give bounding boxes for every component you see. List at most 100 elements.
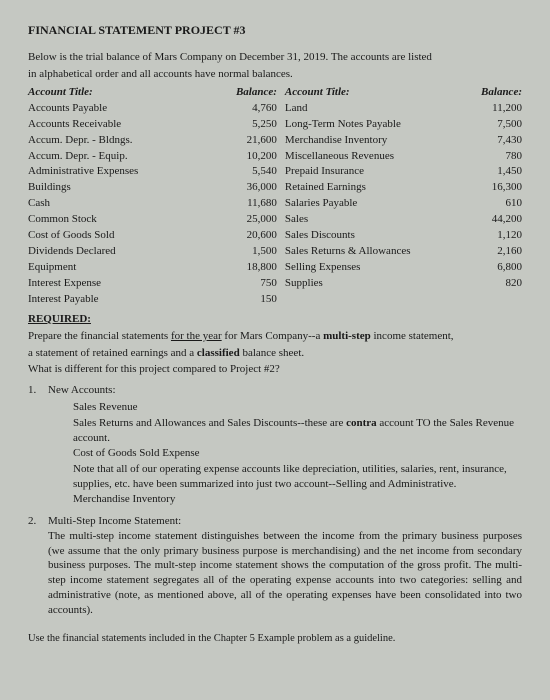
account-balance: 7,500: [472, 117, 522, 133]
table-row: Prepaid Insurance1,450: [285, 164, 522, 180]
account-name: Retained Earnings: [285, 180, 472, 196]
account-balance: 4,760: [227, 101, 277, 117]
table-row: Dividends Declared1,500: [28, 244, 277, 260]
account-balance: 1,500: [227, 244, 277, 260]
account-balance: 16,300: [472, 180, 522, 196]
account-balance: 780: [472, 149, 522, 165]
account-name: Sales Returns & Allowances: [285, 244, 472, 260]
table-row: Selling Expenses6,800: [285, 260, 522, 276]
req-text: balance sheet.: [240, 347, 304, 359]
list-item: Sales Returns and Allowances and Sales D…: [73, 416, 522, 447]
header-account-left: Account Title:: [28, 84, 227, 101]
item-2-label: Multi-Step Income Statement:: [48, 514, 522, 529]
project-title: FINANCIAL STATEMENT PROJECT #3: [28, 22, 522, 38]
account-balance: 820: [472, 276, 522, 292]
table-row: Sales Returns & Allowances2,160: [285, 244, 522, 260]
account-name: Accum. Depr. - Equip.: [28, 149, 227, 165]
table-row: Long-Term Notes Payable7,500: [285, 117, 522, 133]
item-2: 2. Multi-Step Income Statement: The mult…: [28, 514, 522, 618]
account-balance: 6,800: [472, 260, 522, 276]
table-row: Salaries Payable610: [285, 196, 522, 212]
account-name: Administrative Expenses: [28, 164, 227, 180]
account-name: Accounts Receivable: [28, 117, 227, 133]
trial-balance-table: Account Title: Balance: Accounts Payable…: [28, 84, 522, 308]
header-balance-left: Balance:: [227, 84, 277, 101]
account-balance: 5,250: [227, 117, 277, 133]
account-balance: 750: [227, 276, 277, 292]
account-name: Salaries Payable: [285, 196, 472, 212]
header-account-right: Account Title:: [285, 84, 472, 101]
table-row: Cost of Goods Sold20,600: [28, 228, 277, 244]
required-heading: REQUIRED:: [28, 312, 522, 327]
table-row: Merchandise Inventory7,430: [285, 133, 522, 149]
list-item: Merchandise Inventory: [73, 492, 522, 507]
req-text: a statement of retained earnings and a: [28, 347, 197, 359]
req-text: for Mars Company--a: [222, 330, 323, 342]
account-balance: 21,600: [227, 133, 277, 149]
account-balance: 18,800: [227, 260, 277, 276]
req-bold: multi-step: [323, 330, 371, 342]
required-para-3: What is different for this project compa…: [28, 362, 522, 377]
account-balance: 25,000: [227, 212, 277, 228]
table-row: Accum. Depr. - Equip.10,200: [28, 149, 277, 165]
account-balance: 11,200: [472, 101, 522, 117]
list-item: Note that all of our operating expense a…: [73, 462, 522, 493]
account-balance: 150: [227, 292, 277, 308]
table-row: Cash11,680: [28, 196, 277, 212]
required-para-2: a statement of retained earnings and a c…: [28, 346, 522, 361]
intro-line-2: in alphabetical order and all accounts h…: [28, 67, 522, 82]
list-item: Cost of Goods Sold Expense: [73, 446, 522, 461]
account-name: Sales Discounts: [285, 228, 472, 244]
account-name: Cash: [28, 196, 227, 212]
intro-line-1: Below is the trial balance of Mars Compa…: [28, 50, 522, 65]
table-row: Retained Earnings16,300: [285, 180, 522, 196]
account-balance: 11,680: [227, 196, 277, 212]
account-name: Land: [285, 101, 472, 117]
item-2-body: The multi-step income statement distingu…: [48, 529, 522, 618]
item-2-number: 2.: [28, 514, 48, 618]
table-row: Interest Expense750: [28, 276, 277, 292]
account-balance: 610: [472, 196, 522, 212]
required-para-1: Prepare the financial statements for the…: [28, 329, 522, 344]
account-name: Sales: [285, 212, 472, 228]
item-1-number: 1.: [28, 383, 48, 398]
account-name: Selling Expenses: [285, 260, 472, 276]
item-1: 1. New Accounts:: [28, 383, 522, 398]
account-balance: 1,120: [472, 228, 522, 244]
account-balance: 44,200: [472, 212, 522, 228]
account-name: Common Stock: [28, 212, 227, 228]
req-text: income statement,: [371, 330, 454, 342]
footer-guideline: Use the financial statements included in…: [28, 632, 522, 646]
account-balance: 36,000: [227, 180, 277, 196]
item-1-sublist: Sales RevenueSales Returns and Allowance…: [73, 400, 522, 508]
table-row: Accounts Receivable5,250: [28, 117, 277, 133]
table-row: Land11,200: [285, 101, 522, 117]
table-row: Equipment18,800: [28, 260, 277, 276]
account-name: Accum. Depr. - Bldngs.: [28, 133, 227, 149]
account-balance: 2,160: [472, 244, 522, 260]
req-text: Prepare the financial statements: [28, 330, 171, 342]
account-balance: 20,600: [227, 228, 277, 244]
account-name: Interest Expense: [28, 276, 227, 292]
table-row: Accum. Depr. - Bldngs.21,600: [28, 133, 277, 149]
account-balance: 10,200: [227, 149, 277, 165]
account-name: Long-Term Notes Payable: [285, 117, 472, 133]
account-name: Interest Payable: [28, 292, 227, 308]
account-name: Supplies: [285, 276, 472, 292]
account-name: Equipment: [28, 260, 227, 276]
account-name: Miscellaneous Revenues: [285, 149, 472, 165]
table-row: Buildings36,000: [28, 180, 277, 196]
account-name: Dividends Declared: [28, 244, 227, 260]
header-balance-right: Balance:: [472, 84, 522, 101]
table-row: Administrative Expenses5,540: [28, 164, 277, 180]
account-balance: 5,540: [227, 164, 277, 180]
table-row: Sales44,200: [285, 212, 522, 228]
account-name: Merchandise Inventory: [285, 133, 472, 149]
account-name: Prepaid Insurance: [285, 164, 472, 180]
account-name: Buildings: [28, 180, 227, 196]
list-item: Sales Revenue: [73, 400, 522, 415]
req-underline: for the year: [171, 330, 222, 342]
req-bold: classified: [197, 347, 240, 359]
table-row: Interest Payable150: [28, 292, 277, 308]
account-name: Accounts Payable: [28, 101, 227, 117]
